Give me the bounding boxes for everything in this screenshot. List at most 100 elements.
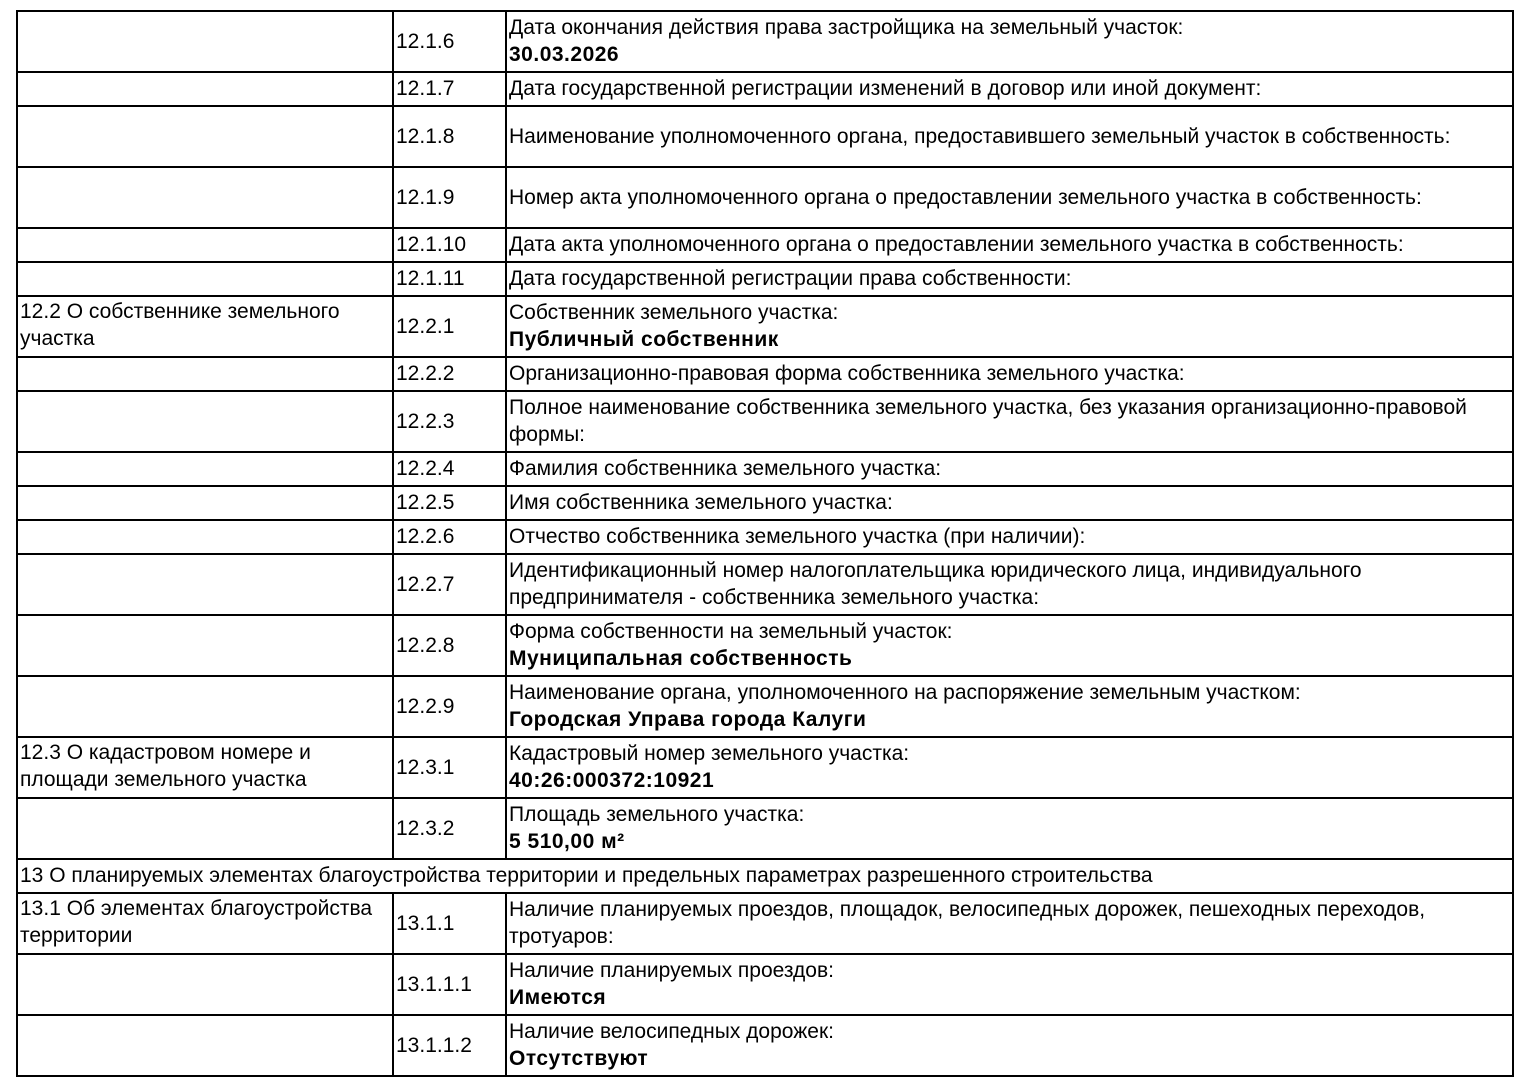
table-row: 12.3 О кадастровом номере и площади земе… <box>16 736 1514 799</box>
table-row: 12.2.4 Фамилия собственника земельного уч… <box>16 451 1514 487</box>
item-cell: Полное наименование собственника земельн… <box>505 390 1514 453</box>
table-row: 12.1.8 Наименование уполномоченного орган… <box>16 105 1514 168</box>
table-row: 12.1.9 Номер акта уполномоченного органа … <box>16 166 1514 229</box>
item-cell: Дата окончания действия права застройщик… <box>505 10 1514 73</box>
section-cell <box>16 71 394 107</box>
section-cell: 12.3 О кадастровом номере и площади земе… <box>16 736 394 799</box>
item-label: Имя собственника земельного участка: <box>509 491 893 514</box>
item-cell: Отчество собственника земельного участка… <box>505 519 1514 555</box>
item-cell: Дата акта уполномоченного органа о предо… <box>505 227 1514 263</box>
item-code: 12.2.8 <box>392 614 507 677</box>
item-label: Площадь земельного участка: <box>509 803 805 826</box>
item-code: 12.1.11 <box>392 261 507 297</box>
item-code: 12.3.1 <box>392 736 507 799</box>
section-cell <box>16 614 394 677</box>
item-label: Наименование уполномоченного органа, пре… <box>509 124 1451 148</box>
table-row: 12.2.8 Форма собственности на земельный у… <box>16 614 1514 677</box>
section-cell <box>16 519 394 555</box>
item-label: Форма собственности на земельный участок… <box>509 620 953 643</box>
item-cell: Дата государственной регистрации изменен… <box>505 71 1514 107</box>
table-row: 12.1.10 Дата акта уполномоченного органа … <box>16 227 1514 263</box>
item-value: Муниципальная собственность <box>509 647 853 670</box>
table-row: 12.2.6 Отчество собственника земельного у… <box>16 519 1514 555</box>
item-label: Организационно-правовая форма собственни… <box>509 362 1185 385</box>
item-code: 12.2.4 <box>392 451 507 487</box>
item-code: 12.1.10 <box>392 227 507 263</box>
item-code: 13.1.1.1 <box>392 953 507 1016</box>
table-row: 12.2.9 Наименование органа, уполномоченно… <box>16 675 1514 738</box>
item-code: 12.1.6 <box>392 10 507 73</box>
table-row: 13 О планируемых элементах благоустройст… <box>16 858 1514 894</box>
item-label: Номер акта уполномоченного органа о пред… <box>509 185 1422 209</box>
item-label: Наличие велосипедных дорожек: <box>509 1020 834 1043</box>
table-row: 12.2.5 Имя собственника земельного участк… <box>16 485 1514 521</box>
section-cell <box>16 105 394 168</box>
item-code: 13.1.1 <box>392 892 507 955</box>
item-label: Собственник земельного участка: <box>509 301 839 324</box>
section-cell <box>16 227 394 263</box>
section-cell <box>16 675 394 738</box>
section-cell <box>16 356 394 392</box>
item-label: Наименование органа, уполномоченного на … <box>509 681 1301 704</box>
item-code: 12.3.2 <box>392 797 507 860</box>
item-cell: Наличие планируемых проездов: Имеются <box>505 953 1514 1016</box>
item-label: Наличие планируемых проездов, площадок, … <box>509 898 1426 948</box>
section-cell <box>16 10 394 73</box>
section-cell <box>16 485 394 521</box>
item-value: Отсутствуют <box>509 1047 649 1070</box>
item-code: 12.2.2 <box>392 356 507 392</box>
table-row: 12.2.3 Полное наименование собственника з… <box>16 390 1514 453</box>
item-label: Наличие планируемых проездов: <box>509 959 834 982</box>
table-row: 12.1.7 Дата государственной регистрации и… <box>16 71 1514 107</box>
item-cell: Дата государственной регистрации права с… <box>505 261 1514 297</box>
item-label: Отчество собственника земельного участка… <box>509 525 1086 548</box>
item-cell: Кадастровый номер земельного участка: 40:… <box>505 736 1514 799</box>
item-cell: Площадь земельного участка: 5 510,00 м² <box>505 797 1514 860</box>
item-value: Городская Управа города Калуги <box>509 708 867 731</box>
table-row: 12.2.2 Организационно-правовая форма собс… <box>16 356 1514 392</box>
item-label: Дата окончания действия права застройщик… <box>509 16 1184 39</box>
section-cell <box>16 553 394 616</box>
table-row: 12.3.2 Площадь земельного участка: 5 510,0… <box>16 797 1514 860</box>
item-cell: Фамилия собственника земельного участка: <box>505 451 1514 487</box>
item-value: Публичный собственник <box>509 328 779 351</box>
item-cell: Наименование органа, уполномоченного на … <box>505 675 1514 738</box>
item-code: 12.1.8 <box>392 105 507 168</box>
section-cell <box>16 797 394 860</box>
item-cell: Организационно-правовая форма собственни… <box>505 356 1514 392</box>
item-code: 12.2.9 <box>392 675 507 738</box>
item-cell: Наличие планируемых проездов, площадок, … <box>505 892 1514 955</box>
item-label: Дата государственной регистрации права с… <box>509 267 1072 290</box>
item-label: Фамилия собственника земельного участка: <box>509 457 942 480</box>
item-code: 12.1.9 <box>392 166 507 229</box>
item-label: Идентификационный номер налогоплательщик… <box>509 559 1362 609</box>
table-row: 12.2.7 Идентификационный номер налогоплат… <box>16 553 1514 616</box>
item-cell: Наличие велосипедных дорожек: Отсутствуют <box>505 1014 1514 1077</box>
item-code: 12.2.7 <box>392 553 507 616</box>
table-row: 12.2 О собственнике земельного участка 12… <box>16 295 1514 358</box>
section-cell <box>16 390 394 453</box>
item-cell: Собственник земельного участка: Публичный… <box>505 295 1514 358</box>
item-code: 12.2.6 <box>392 519 507 555</box>
section-heading: 13 О планируемых элементах благоустройст… <box>16 858 1514 894</box>
item-cell: Идентификационный номер налогоплательщик… <box>505 553 1514 616</box>
section-cell: 12.2 О собственнике земельного участка <box>16 295 394 358</box>
table-row: 13.1.1.1 Наличие планируемых проездов: Име… <box>16 953 1514 1016</box>
table-row: 12.1.6 Дата окончания действия права заст… <box>16 10 1514 73</box>
section-cell <box>16 261 394 297</box>
item-label: Дата акта уполномоченного органа о предо… <box>509 233 1404 256</box>
item-label: Дата государственной регистрации изменен… <box>509 77 1262 100</box>
table-row: 13.1 Об элементах благоустройства террит… <box>16 892 1514 955</box>
item-cell: Номер акта уполномоченного органа о пред… <box>505 166 1514 229</box>
section-cell <box>16 1014 394 1077</box>
item-code: 12.1.7 <box>392 71 507 107</box>
item-cell: Наименование уполномоченного органа, пре… <box>505 105 1514 168</box>
item-code: 12.2.5 <box>392 485 507 521</box>
item-label: Полное наименование собственника земельн… <box>509 396 1467 446</box>
table-row: 13.1.1.2 Наличие велосипедных дорожек: Отс… <box>16 1014 1514 1077</box>
item-value: 5 510,00 м² <box>509 830 625 853</box>
item-value: 30.03.2026 <box>509 43 620 66</box>
table-row: 12.1.11 Дата государственной регистрации … <box>16 261 1514 297</box>
item-value: 40:26:000372:10921 <box>509 769 715 792</box>
item-code: 12.2.1 <box>392 295 507 358</box>
